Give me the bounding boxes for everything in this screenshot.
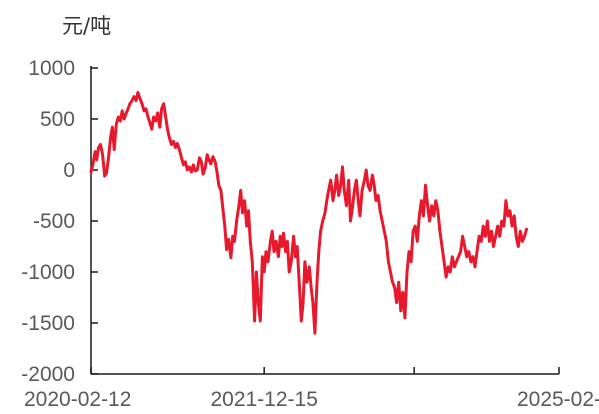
x-tick-label: 2025-02- [517, 388, 599, 411]
y-tick-label: -1500 [21, 312, 75, 335]
x-tick-label: 2020-02-12 [24, 388, 131, 411]
y-tick-label: 1000 [28, 57, 75, 80]
y-tick-label: 500 [40, 108, 75, 131]
series-line [89, 91, 528, 335]
y-tick-label: -2000 [21, 363, 75, 386]
unit-label: 元/吨 [62, 14, 112, 38]
y-tick-label: 0 [63, 159, 75, 182]
x-tick-label: 2021-12-15 [210, 388, 317, 411]
axes [90, 66, 560, 375]
y-tick-label: -1000 [21, 261, 75, 284]
series-group [89, 91, 528, 335]
y-tick-label: -500 [33, 210, 75, 233]
